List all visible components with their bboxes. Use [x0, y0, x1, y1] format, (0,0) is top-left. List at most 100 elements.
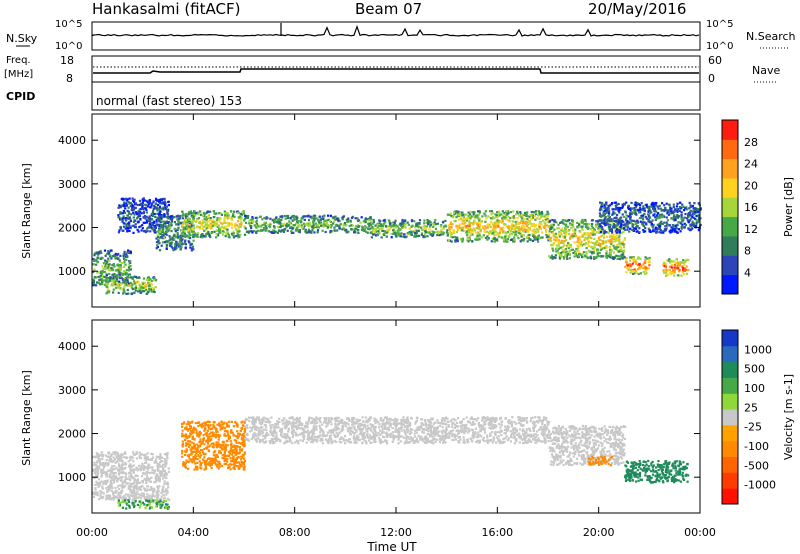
power-cell-4: [211, 219, 214, 222]
power-cell-6: [424, 235, 427, 238]
power-cell-8: [572, 251, 575, 255]
power-cell-5: [281, 216, 284, 219]
power-cell-10: [663, 265, 666, 268]
power-cell-7: [496, 211, 499, 214]
velocity-cell-0: [156, 498, 159, 501]
power-cell-5: [307, 224, 310, 228]
power-cell-8: [603, 240, 606, 244]
power-cell-1: [145, 278, 149, 281]
power-cell-2: [158, 225, 161, 228]
power-cell-11: [654, 216, 657, 219]
velocity-cell-0: [148, 480, 151, 483]
power-cell-5: [263, 216, 266, 220]
power-cell-5: [360, 216, 363, 219]
velocity-cell-1: [146, 504, 149, 507]
power-cell-11: [690, 217, 693, 220]
power-cell-9: [631, 262, 634, 265]
power-cell-1: [133, 275, 136, 278]
power-cell-9: [645, 267, 648, 270]
power-cell-1: [115, 286, 118, 289]
velocity-cell-0: [150, 452, 153, 455]
power-cell-7: [540, 223, 543, 226]
power-cell-5: [368, 222, 371, 225]
power-cell-6: [415, 232, 418, 235]
velocity-cell-0: [167, 470, 171, 473]
power-cell-8: [596, 250, 599, 253]
power-cell-10: [667, 259, 670, 262]
power-cell-11: [694, 225, 697, 228]
power-cell-4: [199, 213, 202, 216]
power-cell-6: [406, 232, 409, 235]
power-cell-3: [184, 243, 187, 246]
power-cell-5: [350, 216, 354, 219]
velocity-cell-0: [112, 491, 115, 494]
power-cell-5: [332, 222, 335, 225]
power-cell-10: [681, 265, 684, 268]
velocity-cell-0: [164, 473, 167, 476]
power-cell-1: [112, 291, 115, 294]
velocity-cell-0: [109, 470, 112, 473]
power-cell-6: [372, 227, 376, 230]
velocity-cell-0: [151, 468, 154, 471]
power-cell-4: [198, 226, 201, 229]
power-cell-5: [271, 219, 274, 222]
power-cell-0: [93, 276, 96, 279]
velocity-cell-0: [144, 466, 147, 469]
velocity-cell-0: [112, 475, 116, 478]
velocity-cell-0: [149, 480, 153, 483]
velocity-cell-0: [129, 468, 132, 471]
velocity-cell-0: [145, 489, 148, 492]
power-cell-1: [148, 284, 151, 287]
power-cell-8: [560, 220, 563, 224]
power-cell-7: [447, 224, 450, 227]
power-cell-4: [237, 227, 240, 230]
power-cell-3: [162, 234, 165, 237]
power-cell-1: [132, 280, 136, 283]
power-cell-3: [162, 227, 165, 230]
power-cell-8: [605, 245, 608, 248]
power-cell-8: [562, 255, 565, 259]
velocity-cell-0: [94, 488, 97, 491]
power-cell-1: [149, 288, 152, 291]
power-cell-5: [354, 217, 357, 220]
power-cell-11: [653, 207, 656, 210]
power-cell-4: [220, 225, 224, 228]
power-cell-8: [617, 254, 620, 258]
power-cell-5: [259, 229, 262, 232]
power-cell-7: [490, 213, 493, 216]
velocity-cell-1: [146, 499, 149, 502]
velocity-cell-0: [129, 458, 132, 461]
power-cell-7: [487, 226, 490, 229]
power-cell-6: [409, 230, 413, 233]
power-cell-11: [630, 201, 633, 204]
velocity-cell-0: [124, 466, 127, 469]
power-cell-7: [520, 219, 523, 222]
power-cell-8: [574, 230, 577, 233]
power-cell-8: [587, 249, 590, 252]
power-cell-11: [689, 213, 692, 216]
power-cell-2: [144, 229, 147, 232]
power-cell-4: [184, 219, 187, 222]
power-cell-7: [468, 223, 471, 226]
power-cell-2: [119, 225, 122, 229]
power-cell-7: [526, 219, 530, 222]
power-cell-0: [117, 269, 120, 272]
power-cell-3: [175, 240, 178, 243]
power-cell-1: [122, 292, 125, 295]
power-cell-11: [599, 201, 602, 204]
power-cell-11: [616, 206, 619, 209]
power-cell-5: [262, 226, 266, 230]
power-cell-3: [175, 243, 178, 246]
power-cell-8: [623, 237, 626, 240]
power-cell-11: [613, 216, 616, 219]
velocity-cell-0: [154, 499, 157, 502]
power-cell-11: [667, 209, 670, 212]
velocity-cell-1: [163, 506, 167, 509]
power-cell-11: [684, 223, 687, 227]
power-cell-11: [663, 209, 666, 212]
power-cell-1: [117, 284, 120, 287]
power-cell-5: [259, 215, 262, 218]
power-cell-11: [678, 209, 681, 212]
power-cell-2: [162, 208, 165, 211]
power-cell-11: [634, 201, 637, 204]
